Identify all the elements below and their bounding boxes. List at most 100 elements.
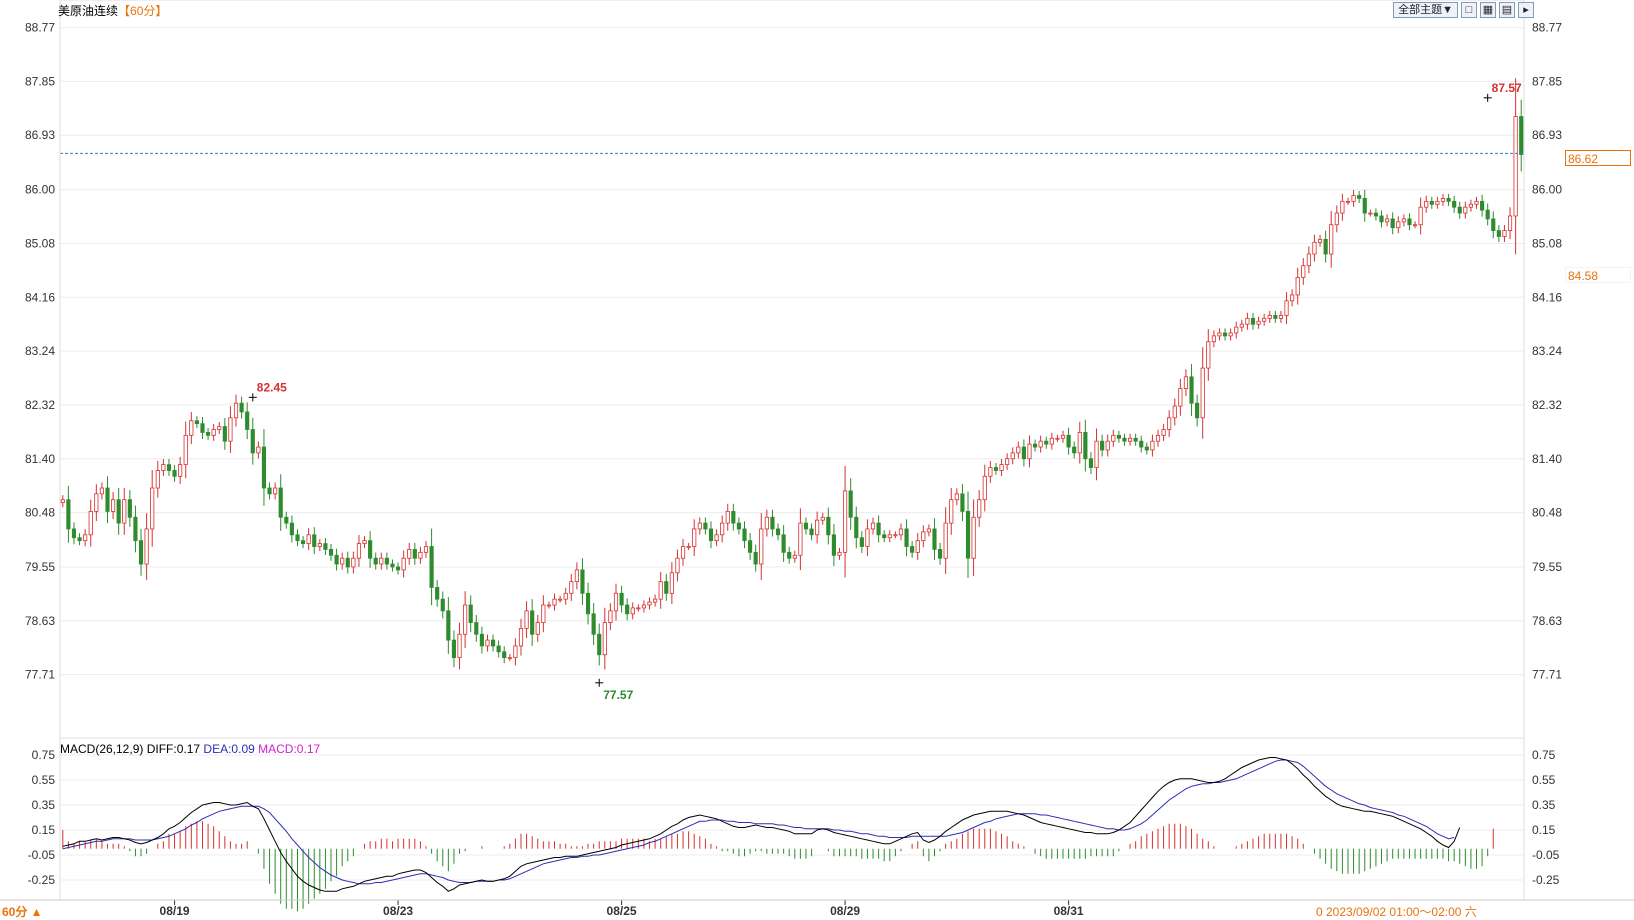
candle-body [753,551,758,565]
candle-body [1211,335,1216,343]
candle-body [1127,437,1133,442]
candle-body [904,528,909,547]
panel-toggle-icon[interactable]: ▸ [1518,2,1534,18]
macd-y-tick-label: 0.55 [32,773,56,787]
status-bar: 0 2023/09/02 01:00～02:00 六 [1316,905,1477,919]
macd-name: MACD(26,12,9) [60,742,144,756]
candle-body [1312,241,1317,255]
candle-body [1429,200,1434,205]
candle-body [591,613,596,635]
candle-body [1446,198,1451,202]
candle-body [1044,440,1049,445]
candle-body [653,598,658,603]
y-tick-label: 84.16 [25,290,55,304]
candle-body [541,604,546,623]
theme-dropdown[interactable]: 全部主题▼ [1393,2,1458,18]
candle-body [1245,317,1250,325]
candle-body [77,537,82,542]
candle-body [133,516,138,542]
y-axis-right: 88.77 87.85 86.93 86.00 85.08 84.16 83.24 82.32… [1532,21,1562,682]
candle-body [502,651,507,659]
candle-body [1206,341,1211,369]
candle-body [88,510,93,536]
candle-body [1239,323,1244,328]
y-tick-label: 77.71 [25,668,55,682]
candle-body [854,516,859,539]
candle-body [1172,405,1177,419]
candle-body [1111,434,1116,442]
candle-body [1396,221,1401,229]
y-tick-label: 81.40 [1532,452,1562,466]
candle-body [1463,206,1468,214]
candle-body [412,549,417,559]
candle-body [982,475,987,501]
candle-body [83,534,88,542]
candle-body [820,516,825,521]
candle-body [300,540,306,544]
x-tick-label: 08/31 [1054,904,1084,918]
candle-body [949,499,954,524]
y-tick-label: 77.71 [1532,668,1562,682]
candle-body [1105,440,1110,451]
window-icon[interactable]: □ [1461,2,1477,18]
candle-body [1435,200,1440,205]
y-tick-label: 87.85 [1532,74,1562,88]
candle-body [792,554,797,559]
y-tick-label: 82.32 [25,398,55,412]
candle-body [569,581,574,594]
candle-body [999,464,1004,471]
candle-body [328,549,334,556]
grid-icon[interactable]: ▦ [1480,2,1496,18]
candle-body [815,519,820,536]
secondary-price-tag: 84.58 [1565,267,1631,283]
macd-y-tick-label: 0.75 [1532,748,1556,762]
candle-body [261,446,267,489]
symbol-title: 美原油连续 [58,4,119,18]
candle-body [1340,200,1345,214]
candle-body [680,546,686,559]
candle-body [1491,218,1496,231]
candle-body [882,534,887,539]
candle-body [1217,332,1222,337]
candle-body [1301,265,1306,278]
macd-legend: MACD(26,12,9) DIFF:0.17 DEA:0.09 MACD:0.… [60,742,320,756]
candle-body [731,510,736,524]
candle-body [138,540,144,565]
candle-body [1250,317,1256,325]
candle-body [1401,218,1406,223]
macd-y-axis-left: 0.75 0.55 0.35 0.15 -0.05 -0.25 [28,748,56,887]
candle-body [1116,434,1121,439]
candle-body [725,510,730,524]
candle-body [1167,417,1172,430]
y-axis-left: 88.77 87.85 86.93 86.00 85.08 84.16 83.24 82.32… [25,21,55,682]
grid-plus-icon[interactable]: ▤ [1499,2,1515,18]
candle-body [770,516,775,530]
macd-y-tick-label: 0.55 [1532,773,1556,787]
candle-body [166,464,172,471]
candle-body [647,601,652,606]
candle-body [407,549,412,559]
candle-body [898,528,904,536]
candle-body [558,598,563,601]
candle-body [390,563,395,568]
y-tick-label: 78.63 [25,614,55,628]
candle-body [267,487,272,495]
candle-body [451,639,457,659]
candle-body [183,434,188,466]
y-tick-label: 86.00 [1532,183,1562,197]
candle-body [1088,458,1094,468]
candle-body [379,557,384,565]
candle-body [105,487,110,512]
candle-body [910,546,915,553]
candle-body [1385,218,1390,223]
y-tick-label: 86.00 [25,183,55,197]
candle-body [831,534,836,556]
diff-line [62,757,1461,892]
candle-body [563,592,568,600]
annotation-label: 77.57 [603,688,633,702]
candle-body [256,446,261,454]
candle-body [870,522,876,530]
candle-body [530,610,535,635]
period-selector-button[interactable]: 60分 ▲ [2,905,43,919]
